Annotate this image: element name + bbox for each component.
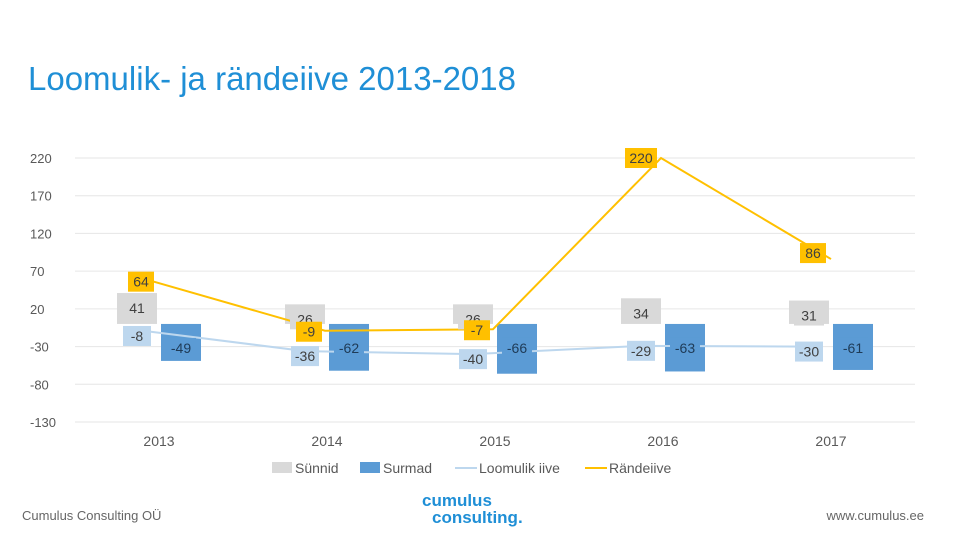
legend-label: Rändeiive bbox=[609, 460, 671, 476]
legend-label: Sünnid bbox=[295, 460, 339, 476]
data-label-text: -66 bbox=[507, 340, 527, 356]
data-label-text: -29 bbox=[631, 343, 651, 359]
data-label-text: -49 bbox=[171, 340, 191, 356]
data-label-box bbox=[670, 337, 700, 358]
data-label-box bbox=[625, 148, 657, 168]
data-label-box bbox=[166, 337, 196, 358]
data-label-box bbox=[459, 349, 487, 370]
logo-line-2: consulting. bbox=[432, 508, 523, 527]
legend-label: Loomulik iive bbox=[479, 460, 560, 476]
legend-swatch bbox=[272, 462, 292, 473]
y-tick-label: -130 bbox=[30, 415, 56, 430]
data-label-box bbox=[838, 337, 868, 358]
x-tick-label: 2017 bbox=[815, 433, 846, 449]
data-label-box bbox=[800, 243, 826, 264]
data-label: -61 bbox=[838, 337, 868, 358]
data-label: -62 bbox=[334, 337, 364, 358]
data-label: -7 bbox=[464, 320, 490, 341]
data-labels: 41-49-86426-62-36-926-66-40-734-63-29220… bbox=[122, 148, 868, 370]
data-label: 86 bbox=[800, 243, 826, 264]
grid bbox=[75, 157, 915, 423]
data-label-box bbox=[626, 303, 656, 324]
data-label: -49 bbox=[166, 337, 196, 358]
data-label-text: -40 bbox=[463, 351, 483, 367]
y-tick-label: 170 bbox=[30, 189, 52, 204]
data-label-box bbox=[334, 337, 364, 358]
data-label: 34 bbox=[626, 303, 656, 324]
data-label-text: -63 bbox=[675, 340, 695, 356]
data-label: 64 bbox=[128, 271, 154, 292]
data-label-text: 64 bbox=[133, 274, 149, 290]
x-tick-label: 2016 bbox=[647, 433, 678, 449]
logo-line-1: cumulus bbox=[422, 491, 492, 510]
legend-swatch bbox=[360, 462, 380, 473]
data-label: -36 bbox=[291, 346, 319, 367]
legend-item: Loomulik iive bbox=[455, 460, 560, 476]
y-tick-label: 20 bbox=[30, 302, 44, 317]
data-label-text: 86 bbox=[805, 245, 821, 261]
footer-website[interactable]: www.cumulus.ee bbox=[826, 508, 924, 523]
x-tick-label: 2015 bbox=[479, 433, 510, 449]
x-axis-ticks: 2013 2014 2015 2016 2017 bbox=[143, 433, 846, 449]
data-label-text: 31 bbox=[801, 308, 817, 324]
data-label-text: -62 bbox=[339, 340, 359, 356]
footer-company: Cumulus Consulting OÜ bbox=[22, 508, 162, 523]
y-axis-ticks: 220 170 120 70 20 -30 -80 -130 bbox=[30, 151, 56, 430]
y-tick-label: -30 bbox=[30, 340, 49, 355]
legend-label: Surmad bbox=[383, 460, 432, 476]
data-label-text: 41 bbox=[129, 300, 145, 316]
bars bbox=[117, 293, 873, 374]
data-label: 41 bbox=[122, 298, 152, 319]
data-label-box bbox=[128, 271, 154, 292]
data-label-text: 220 bbox=[629, 150, 653, 166]
data-label-box bbox=[291, 346, 319, 367]
data-label: -9 bbox=[296, 321, 322, 342]
data-label: -66 bbox=[502, 337, 532, 358]
data-label-box bbox=[794, 305, 824, 326]
data-label: -8 bbox=[123, 325, 151, 346]
page-title: Loomulik- ja rändeiive 2013-2018 bbox=[28, 60, 516, 97]
y-tick-label: 220 bbox=[30, 151, 52, 166]
data-label: -29 bbox=[627, 340, 655, 361]
data-label: 220 bbox=[625, 148, 657, 168]
line-randeiive bbox=[132, 156, 832, 332]
data-label-text: 34 bbox=[633, 305, 649, 321]
data-label-text: -7 bbox=[471, 322, 484, 338]
data-label-text: -36 bbox=[295, 348, 315, 364]
data-label-text: -8 bbox=[131, 328, 144, 344]
legend-item: Surmad bbox=[360, 460, 432, 476]
company-logo: cumulus consulting. bbox=[422, 492, 523, 526]
data-label: -63 bbox=[670, 337, 700, 358]
data-label: 31 bbox=[794, 305, 824, 326]
legend: Sünnid Surmad Loomulik iive Rändeiive bbox=[272, 460, 671, 476]
y-tick-label: 70 bbox=[30, 264, 44, 279]
legend-item: Sünnid bbox=[272, 460, 339, 476]
data-label-text: -30 bbox=[799, 344, 819, 360]
legend-item: Rändeiive bbox=[585, 460, 671, 476]
x-tick-label: 2013 bbox=[143, 433, 174, 449]
data-label-box bbox=[502, 337, 532, 358]
data-label-box bbox=[122, 298, 152, 319]
data-label-box bbox=[627, 340, 655, 361]
data-label-text: -9 bbox=[303, 324, 316, 340]
data-label-text: -61 bbox=[843, 340, 863, 356]
data-label: -30 bbox=[795, 341, 823, 362]
y-tick-label: 120 bbox=[30, 226, 52, 241]
data-label: -40 bbox=[459, 349, 487, 370]
y-tick-label: -80 bbox=[30, 377, 49, 392]
x-tick-label: 2014 bbox=[311, 433, 342, 449]
data-label-box bbox=[795, 341, 823, 362]
data-label-box bbox=[296, 321, 322, 342]
data-label-box bbox=[123, 325, 151, 346]
data-label-box bbox=[464, 320, 490, 341]
